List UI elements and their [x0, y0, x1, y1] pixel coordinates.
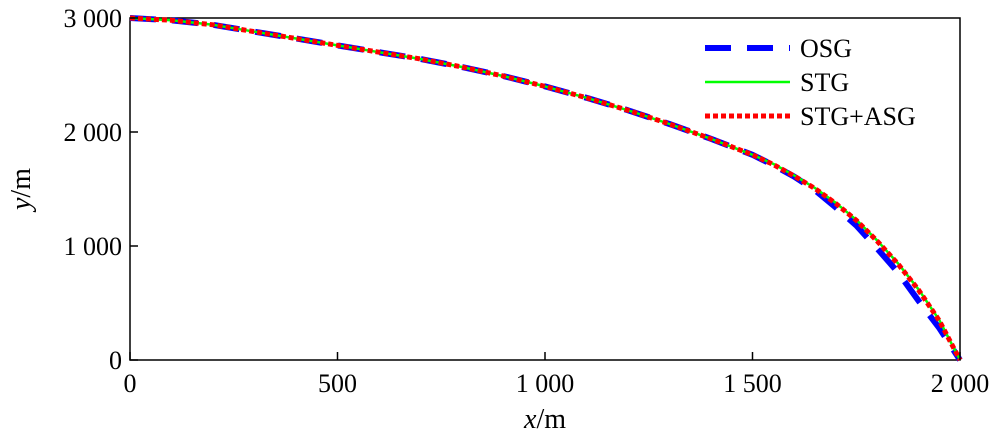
- x-tick-label: 1 500: [723, 369, 782, 398]
- y-tick-label: 3 000: [64, 4, 123, 33]
- series-layer: [129, 15, 963, 362]
- y-tick-label: 0: [109, 346, 122, 375]
- series-line-3: [129, 15, 963, 362]
- legend: OSG STG STG+ASG: [705, 34, 916, 131]
- x-axis-label: x/m: [523, 404, 566, 435]
- x-tick-label: 0: [124, 369, 137, 398]
- legend-label-1: OSG: [800, 34, 852, 63]
- legend-label-2: STG: [800, 68, 849, 97]
- y-tick-label: 1 000: [64, 232, 123, 261]
- x-tick-label: 2 000: [931, 369, 990, 398]
- legend-label-3: STG+ASG: [800, 102, 916, 131]
- x-tick-label: 500: [318, 369, 357, 398]
- x-axis-ticks: 0 500 1 000 1 500 2 000: [124, 352, 990, 398]
- y-tick-label: 2 000: [64, 118, 123, 147]
- x-tick-label: 1 000: [516, 369, 575, 398]
- y-axis-ticks: 0 1 000 2 000 3 000: [64, 4, 138, 375]
- y-axis-label: y/m: [6, 168, 37, 213]
